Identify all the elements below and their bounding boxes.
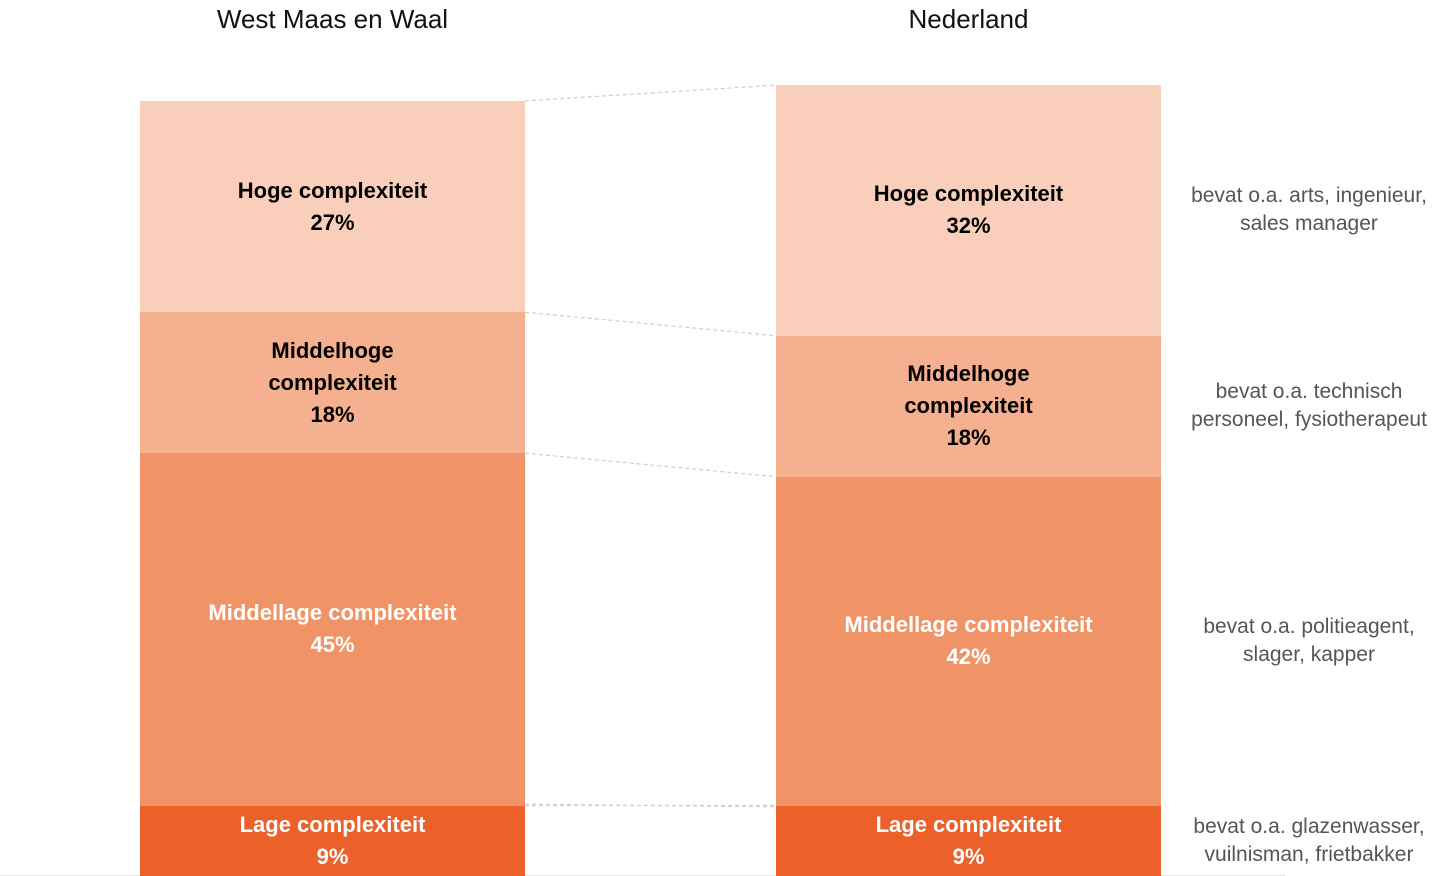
connector bbox=[524, 311, 777, 337]
value-label: 18% bbox=[310, 401, 355, 427]
value-label: 27% bbox=[310, 209, 355, 235]
segment-label: Middelhoge complexiteit 18% bbox=[776, 358, 1161, 454]
segment-label: Middellage complexiteit 45% bbox=[140, 597, 525, 661]
value-label: 45% bbox=[310, 632, 355, 658]
value-label: 32% bbox=[946, 213, 991, 239]
value-label: 42% bbox=[946, 644, 991, 670]
bar-segment: Hoge complexiteit 27% bbox=[140, 100, 525, 313]
bar-segment: Lage complexiteit 9% bbox=[140, 805, 525, 876]
series-name: Lage complexiteit bbox=[239, 811, 426, 837]
bar-segment: Middellage complexiteit 42% bbox=[776, 476, 1161, 806]
segment-label: Lage complexiteit 9% bbox=[776, 809, 1161, 873]
connector bbox=[524, 452, 777, 478]
segment-label: Middellage complexiteit 42% bbox=[776, 609, 1161, 673]
bar-segment: Middelhoge complexiteit 18% bbox=[776, 335, 1161, 477]
annotation: bevat o.a. glazenwasser, vuilnisman, fri… bbox=[1193, 814, 1425, 866]
value-label: 9% bbox=[952, 843, 985, 869]
segment-label: Hoge complexiteit 32% bbox=[776, 178, 1161, 242]
series-name: Middelhoge complexiteit bbox=[904, 361, 1033, 419]
category-label: Nederland bbox=[908, 4, 1029, 34]
annotation: bevat o.a. arts, ingenieur, sales manage… bbox=[1191, 184, 1427, 236]
category-label: West Maas en Waal bbox=[216, 4, 449, 34]
connector bbox=[524, 84, 777, 102]
bar-segment: Middellage complexiteit 45% bbox=[140, 453, 525, 806]
segment-label: Middelhoge complexiteit 18% bbox=[140, 335, 525, 431]
bar-segment: Hoge complexiteit 32% bbox=[776, 85, 1161, 336]
annotation: bevat o.a. technisch personeel, fysiothe… bbox=[1191, 380, 1427, 432]
series-name: Middellage complexiteit bbox=[844, 612, 1093, 638]
value-label: 9% bbox=[316, 843, 349, 869]
bar-segment: Lage complexiteit 9% bbox=[776, 805, 1161, 876]
series-name: Middellage complexiteit bbox=[208, 600, 457, 626]
series-name: Lage complexiteit bbox=[875, 811, 1062, 837]
segment-label: Lage complexiteit 9% bbox=[140, 809, 525, 873]
annotation: bevat o.a. politieagent, slager, kapper bbox=[1203, 615, 1415, 667]
series-name: Hoge complexiteit bbox=[873, 181, 1064, 207]
series-name: Middelhoge complexiteit bbox=[268, 337, 397, 395]
bar-segment: Middelhoge complexiteit 18% bbox=[140, 312, 525, 454]
value-label: 18% bbox=[946, 425, 991, 451]
segment-label: Hoge complexiteit 27% bbox=[140, 175, 525, 239]
series-name: Hoge complexiteit bbox=[237, 177, 428, 203]
